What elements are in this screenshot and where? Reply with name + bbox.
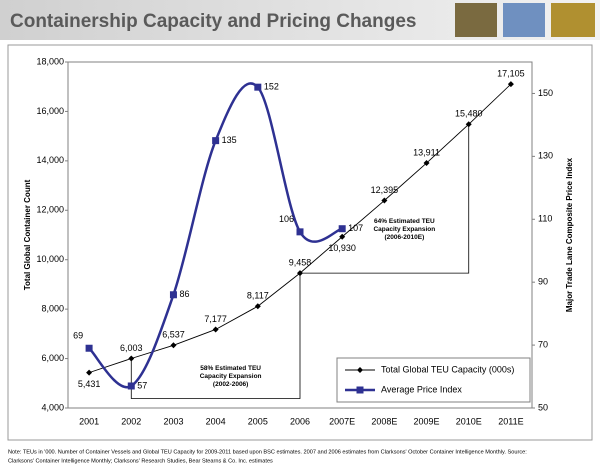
- x-tick-label: 2004: [206, 416, 226, 426]
- data-label: 17,105: [497, 68, 525, 78]
- annotation: (2006-2010E): [384, 234, 424, 241]
- plot-area: [67, 61, 533, 409]
- point: [381, 197, 388, 204]
- y2-tick-label: 70: [538, 339, 548, 349]
- x-tick-label: 2002: [121, 416, 141, 426]
- x-tick-label: 2011E: [498, 416, 523, 426]
- point: [338, 225, 346, 233]
- legend-label: Average Price Index: [381, 384, 462, 394]
- point: [465, 121, 472, 128]
- x-tick-label: 2003: [163, 416, 183, 426]
- point: [423, 160, 430, 167]
- data-label: 8,117: [247, 291, 269, 301]
- note: Clarksons' Container Intelligence Monthl…: [8, 458, 273, 464]
- y2-tick-label: 50: [538, 402, 548, 412]
- legend-swatch: [357, 367, 363, 373]
- point: [212, 137, 220, 145]
- x-tick-label: 2005: [248, 416, 268, 426]
- annotation: (2002-2006): [213, 381, 248, 388]
- y2-tick-label: 90: [538, 277, 548, 287]
- point: [127, 382, 135, 390]
- y-tick-label: 16,000: [36, 106, 64, 116]
- data-label: 106: [279, 214, 294, 224]
- data-label: 135: [222, 135, 237, 145]
- truck-image: [551, 3, 595, 37]
- chart-frame: [7, 44, 593, 441]
- data-label: 6,537: [162, 330, 185, 340]
- point: [339, 233, 346, 240]
- data-label: 12,395: [371, 185, 399, 195]
- data-label: 57: [137, 380, 147, 390]
- point: [212, 326, 219, 333]
- x-tick-label: 2010E: [456, 416, 482, 426]
- point: [297, 270, 303, 277]
- x-tick-label: 2008E: [371, 416, 397, 426]
- point: [85, 344, 93, 352]
- note: Note: TEUs in '000. Number of Container …: [8, 449, 527, 455]
- train-image: [455, 3, 497, 37]
- y2-tick-label: 110: [538, 214, 552, 224]
- plane-image: [503, 3, 545, 37]
- annotation: 64% Estimated TEU: [374, 218, 435, 225]
- data-label: 107: [348, 223, 363, 233]
- point: [86, 369, 93, 376]
- y-tick-label: 4,000: [41, 402, 64, 412]
- data-label: 152: [264, 82, 279, 92]
- legend-swatch: [356, 386, 364, 394]
- chart-title: Containership Capacity and Pricing Chang…: [10, 11, 416, 32]
- title-bar: [0, 0, 600, 40]
- x-tick-label: 2006: [290, 416, 310, 426]
- bracket: [300, 124, 470, 274]
- y-tick-label: 18,000: [36, 56, 64, 66]
- y-axis-label: Total Global Container Count: [23, 179, 32, 290]
- bracket: [130, 273, 301, 399]
- data-label: 86: [179, 289, 189, 299]
- point: [170, 342, 177, 349]
- y-tick-label: 6,000: [41, 353, 64, 363]
- annotation: 58% Estimated TEU: [200, 365, 261, 372]
- point: [128, 355, 135, 362]
- data-label: 6,003: [120, 343, 143, 353]
- point: [169, 291, 177, 299]
- point: [507, 81, 514, 88]
- y2-axis-label: Major Trade Lane Composite Price Index: [565, 157, 574, 312]
- y-tick-label: 10,000: [36, 254, 64, 264]
- data-label: 13,911: [413, 147, 440, 157]
- data-label: 69: [73, 331, 83, 341]
- y-tick-label: 14,000: [36, 155, 64, 165]
- point: [254, 303, 261, 310]
- point: [296, 228, 304, 236]
- data-label: 7,177: [204, 314, 227, 324]
- y2-tick-label: 150: [538, 88, 553, 98]
- annotation: Capacity Expansion: [200, 373, 262, 380]
- point: [254, 83, 262, 91]
- y-tick-label: 12,000: [36, 205, 64, 215]
- x-tick-label: 2001: [79, 416, 99, 426]
- y-tick-label: 8,000: [41, 304, 64, 314]
- legend-box: [336, 357, 531, 403]
- data-label: 15,480: [455, 109, 483, 119]
- data-label: 9,458: [289, 257, 312, 267]
- data-label: 10,930: [328, 243, 356, 253]
- x-tick-label: 2009E: [414, 416, 440, 426]
- y2-tick-label: 130: [538, 151, 553, 161]
- x-tick-label: 2007E: [329, 416, 355, 426]
- annotation: Capacity Expansion: [373, 226, 435, 233]
- legend-label: Total Global TEU Capacity (000s): [381, 364, 514, 374]
- data-label: 5,431: [78, 379, 101, 389]
- series-line: [88, 82, 343, 389]
